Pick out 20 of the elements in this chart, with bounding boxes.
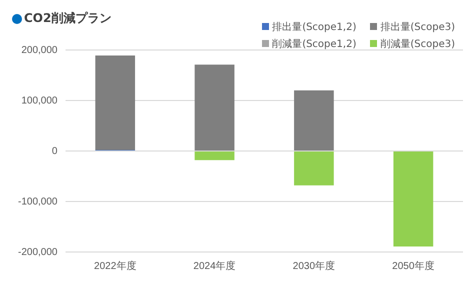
y-tick-label: -200,000 (18, 246, 58, 258)
legend-label: 排出量(Scope1,2) (271, 20, 356, 34)
bar (294, 152, 334, 186)
bar (194, 64, 234, 150)
bar (95, 56, 136, 150)
x-tick-label: 2024年度 (193, 260, 236, 272)
bar (194, 152, 234, 160)
legend-label: 排出量(Scope3) (379, 20, 455, 34)
bar (294, 90, 334, 150)
chart-title: CO2削減プラン (24, 10, 112, 27)
legend-label: 削減量(Scope1,2) (271, 38, 356, 51)
y-tick-label: -100,000 (18, 196, 58, 208)
y-tick-label: 0 (52, 146, 58, 157)
bar (393, 152, 434, 246)
x-tick-label: 2022年度 (94, 260, 136, 272)
y-tick-label: 100,000 (21, 95, 58, 106)
legend-label: 削減量(Scope3) (379, 38, 455, 51)
y-tick-label: 200,000 (21, 44, 58, 56)
x-tick-label: 2030年度 (292, 260, 336, 272)
x-tick-label: 2050年度 (392, 260, 434, 272)
